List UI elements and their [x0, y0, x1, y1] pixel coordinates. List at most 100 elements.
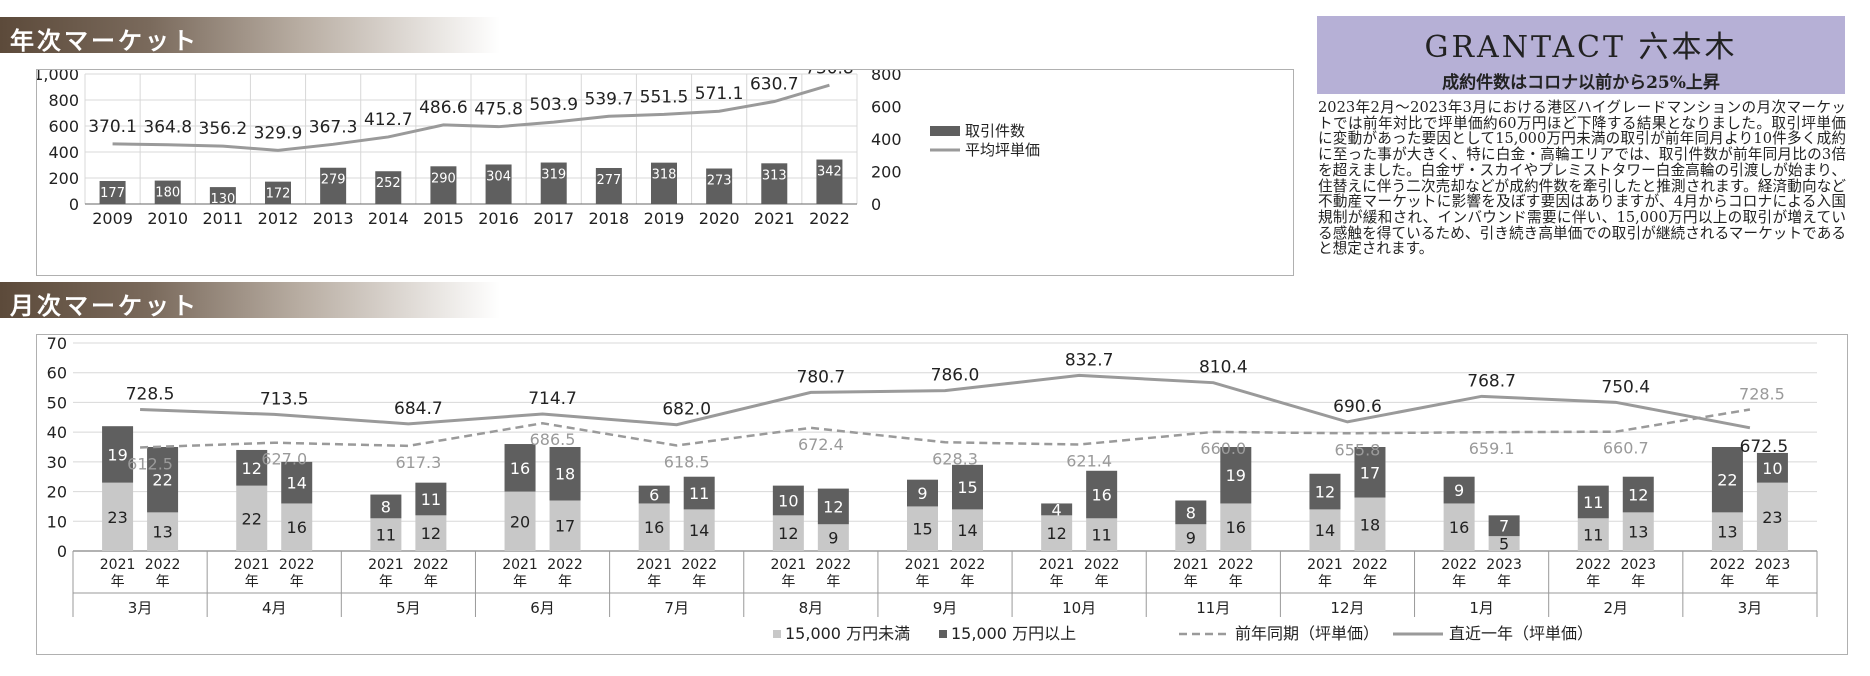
bar-count — [209, 187, 236, 204]
line-avg-price-label: 730.8 — [805, 70, 854, 78]
line-prior-label: 672.4 — [798, 435, 844, 454]
x-tick-year-suffix: 年 — [156, 574, 170, 590]
bar-count — [154, 180, 181, 204]
bar-under-label: 13 — [152, 523, 172, 542]
x-tick-year: 2021 — [368, 557, 404, 573]
bar-under-15000 — [281, 503, 313, 551]
bar-count-label: 130 — [210, 192, 235, 207]
x-tick-year: 2022 — [547, 557, 583, 573]
y-tick-label-left: 200 — [48, 169, 79, 188]
line-prior-label: 655.8 — [1335, 440, 1381, 459]
bar-over-15000 — [1041, 503, 1073, 516]
x-tick-month: 9月 — [933, 599, 958, 617]
x-tick-year-suffix: 年 — [290, 574, 304, 590]
x-tick-label: 2021 — [754, 209, 795, 228]
x-tick-year: 2021 — [771, 557, 807, 573]
x-tick-year-suffix: 年 — [826, 574, 840, 590]
bar-under-15000 — [147, 512, 179, 551]
bar-over-15000 — [147, 447, 179, 513]
x-tick-month: 4月 — [262, 599, 287, 617]
bar-count-label: 252 — [376, 176, 401, 191]
bar-over-15000 — [1756, 452, 1788, 483]
bar-under-15000 — [1622, 512, 1654, 551]
line-avg-price — [112, 83, 830, 152]
x-tick-year: 2021 — [502, 557, 538, 573]
bar-over-15000 — [1220, 447, 1252, 504]
line-recent-label: 690.6 — [1333, 397, 1382, 417]
x-tick-year-suffix: 年 — [513, 574, 527, 590]
bar-under-15000 — [1354, 497, 1386, 551]
bar-count-label: 290 — [431, 171, 456, 186]
x-tick-year-suffix: 年 — [961, 574, 975, 590]
annual-chart: 0 200 400 600 800 1,000 0 200 400 600 800 177 2009 18… — [33, 58, 1040, 228]
monthly-chart-panel: 0 10 20 30 40 50 60 70 23 19 2021 年 13 22 2022 年 3月 22 12 2… — [36, 334, 1848, 655]
bar-over-label: 10 — [778, 491, 798, 510]
annual-chart-panel: 0 200 400 600 800 1,000 0 200 400 600 800 177 2009 18… — [33, 58, 1294, 276]
bar-under-label: 20 — [510, 512, 530, 531]
line-recent-label: 768.7 — [1467, 371, 1516, 391]
line-recent-label: 750.4 — [1601, 377, 1650, 397]
bar-count-label: 273 — [707, 174, 732, 189]
x-tick-year: 2021 — [1039, 557, 1075, 573]
x-tick-label: 2012 — [258, 209, 299, 228]
x-tick-label: 2014 — [368, 209, 409, 228]
x-tick-year: 2022 — [1441, 557, 1477, 573]
annual-section-band: 年次マーケット — [0, 17, 500, 55]
x-tick-year: 2021 — [234, 557, 270, 573]
line-recent-label: 682.0 — [662, 400, 711, 420]
bar-over-15000 — [1354, 447, 1386, 498]
line-recent-label: 832.7 — [1065, 350, 1114, 370]
bar-count — [651, 162, 677, 204]
x-tick-month: 5月 — [396, 599, 421, 617]
bar-under-15000 — [1041, 515, 1073, 551]
bar-under-15000 — [370, 518, 402, 551]
side-panel-title: GRANTACT 六本木 — [1424, 30, 1738, 65]
line-avg-price-label: 571.1 — [695, 84, 744, 104]
side-panel-body: 2023年2月～2023年3月における港区ハイグレードマンションの月次マーケット… — [1318, 99, 1846, 258]
x-tick-year-suffix: 年 — [1095, 574, 1109, 590]
bar-under-15000 — [504, 491, 536, 551]
x-tick-label: 2009 — [92, 209, 133, 228]
line-prior-label: 728.5 — [1739, 384, 1785, 403]
y-tick-label-right: 0 — [871, 195, 881, 214]
x-tick-year-suffix: 年 — [111, 574, 125, 590]
bar-over-15000 — [638, 485, 670, 504]
x-tick-year: 2021 — [905, 557, 941, 573]
bar-under-15000 — [1577, 518, 1609, 551]
bar-count-label: 318 — [652, 168, 677, 183]
bar-count-label: 180 — [155, 186, 180, 201]
x-tick-year-suffix: 年 — [379, 574, 393, 590]
x-tick-year-suffix: 年 — [781, 574, 795, 590]
bar-over-label: 9 — [917, 484, 927, 503]
bar-under-15000 — [236, 485, 268, 551]
x-tick-year: 2022 — [1218, 557, 1254, 573]
bar-count-label: 304 — [486, 169, 511, 184]
bar-under-label: 17 — [555, 517, 575, 536]
bar-under-15000 — [952, 509, 983, 551]
x-tick-year: 2022 — [1710, 557, 1746, 573]
bar-under-15000 — [772, 515, 804, 551]
line-prior-label: 659.1 — [1469, 439, 1515, 458]
x-tick-month: 10月 — [1062, 599, 1096, 617]
x-tick-year-suffix: 年 — [1184, 574, 1198, 590]
x-tick-year: 2021 — [1173, 557, 1209, 573]
x-tick-year: 2022 — [1575, 557, 1611, 573]
line-recent-label: 810.4 — [1199, 358, 1248, 378]
bar-count — [99, 180, 126, 204]
bar-under-label: 9 — [828, 529, 838, 548]
x-tick-label: 2017 — [533, 209, 574, 228]
y-tick-label-left: 1,000 — [37, 70, 79, 84]
bar-count-label: 319 — [541, 168, 566, 183]
line-prior-label: 617.3 — [395, 453, 441, 472]
line-avg-price-label: 329.9 — [254, 123, 303, 143]
bar-over-label: 22 — [1717, 471, 1737, 490]
line-recent-year — [140, 373, 1751, 430]
y-tick-label-left: 0 — [69, 195, 79, 214]
bar-count-label: 313 — [762, 168, 787, 183]
bar-under-label: 9 — [1186, 529, 1196, 548]
x-tick-label: 2011 — [202, 209, 243, 228]
bar-under-label: 5 — [1499, 535, 1509, 554]
line-recent-label: 672.5 — [1740, 437, 1789, 457]
bar-over-label: 9 — [1454, 481, 1464, 500]
bar-over-15000 — [504, 444, 536, 492]
